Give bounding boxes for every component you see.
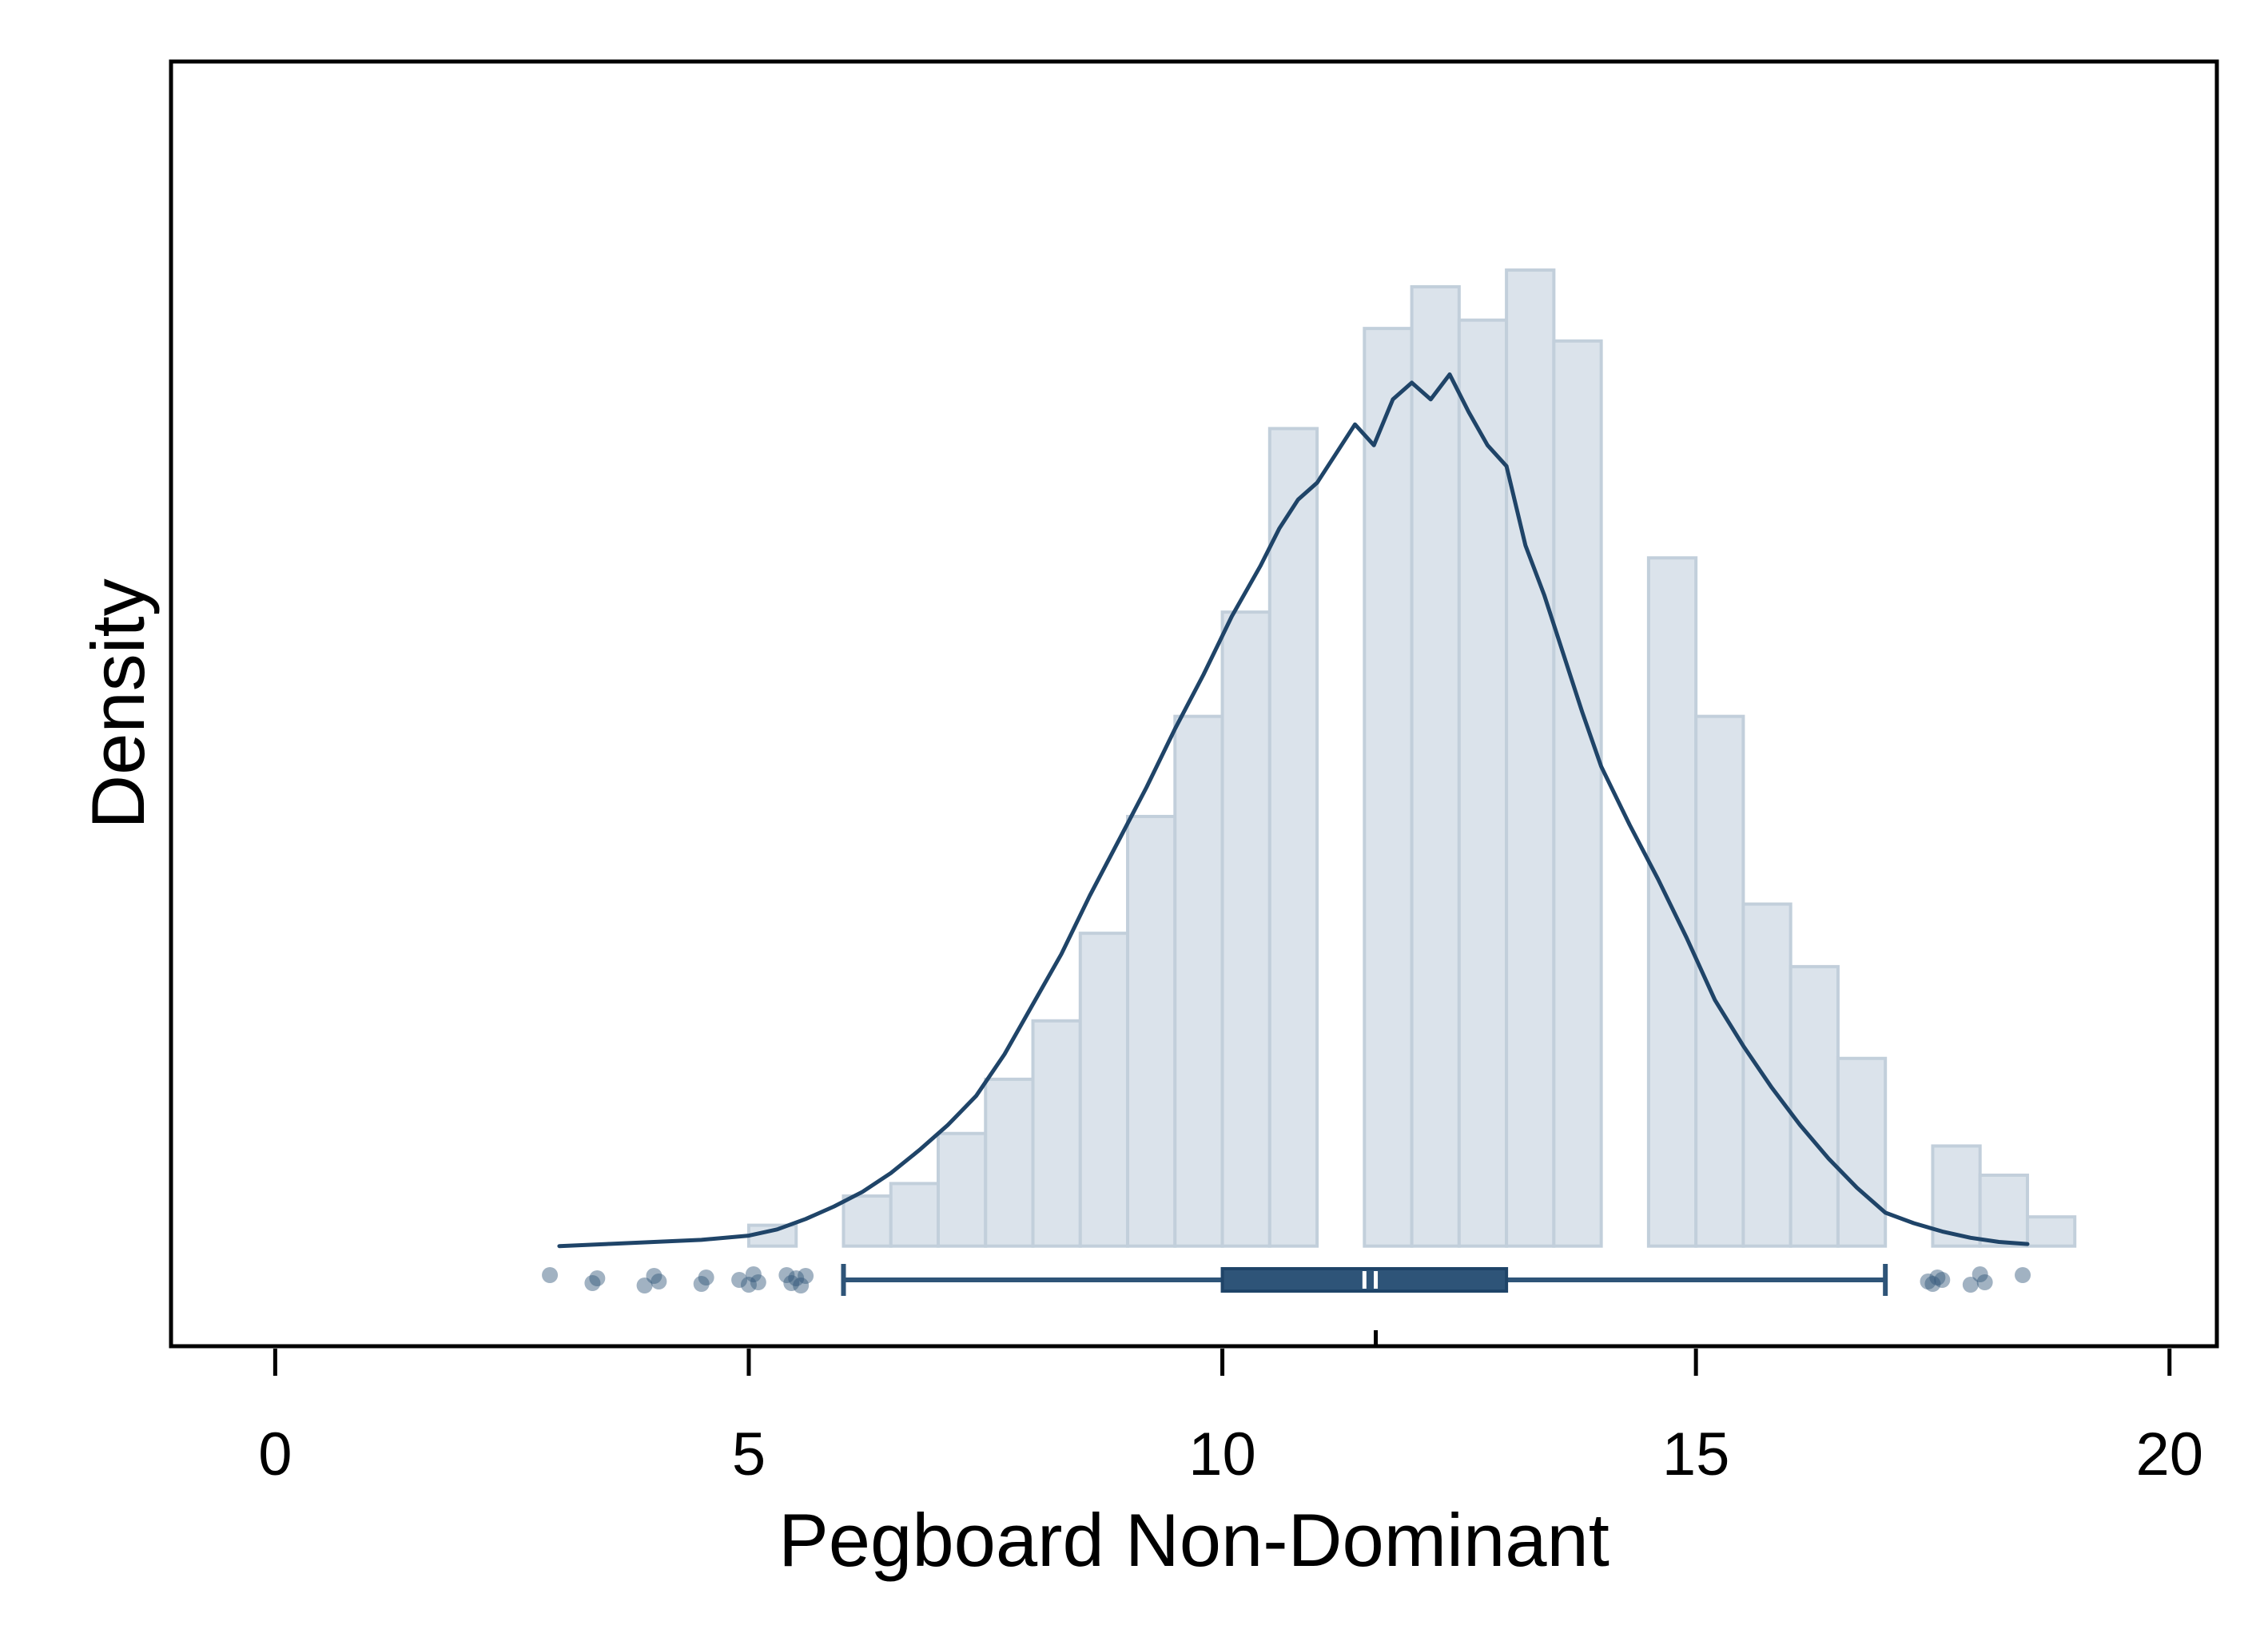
histogram-bar <box>2025 1215 2077 1248</box>
histogram-bar <box>1978 1173 2029 1248</box>
outlier-point <box>542 1267 559 1283</box>
outlier-point <box>693 1276 710 1292</box>
x-tick-label: 10 <box>1188 1421 1256 1488</box>
histogram-bar <box>1552 339 1603 1248</box>
outlier-point <box>793 1277 810 1293</box>
outlier-point <box>651 1274 667 1289</box>
histogram-bar <box>1741 902 1793 1248</box>
outlier-point <box>788 1270 805 1286</box>
x-axis: 0 5 10 15 20 <box>258 1330 2203 1488</box>
outlier-point <box>745 1266 762 1282</box>
y-axis-title: Density <box>76 578 160 828</box>
outlier-point <box>584 1275 601 1291</box>
histogram-bar <box>1031 1019 1082 1248</box>
outlier-point <box>1920 1274 1936 1289</box>
histogram-bar <box>889 1182 940 1248</box>
histogram-bar <box>1789 964 1840 1248</box>
histogram-bar <box>1836 1056 1888 1248</box>
outlier-point <box>2015 1267 2031 1283</box>
outlier-point <box>731 1272 748 1288</box>
outlier-point <box>698 1270 714 1285</box>
histogram-bar <box>1410 284 1461 1248</box>
outlier-point <box>798 1268 814 1284</box>
histogram-bars <box>746 268 2077 1248</box>
plot-frame <box>169 59 2219 1349</box>
histogram-bar <box>1363 327 1414 1248</box>
histogram-bar <box>1220 610 1271 1248</box>
histogram-bar <box>1078 932 1130 1248</box>
histogram-bar <box>1267 427 1319 1248</box>
histogram-bar <box>1126 814 1177 1248</box>
outlier-point <box>740 1277 757 1293</box>
histogram-bar <box>842 1194 893 1248</box>
outlier-point <box>636 1277 653 1293</box>
x-tick-label: 5 <box>732 1421 766 1488</box>
x-axis-title: Pegboard Non-Dominant <box>778 1498 1609 1582</box>
x-tick-label: 20 <box>2135 1421 2203 1488</box>
outlier-point <box>589 1270 606 1286</box>
boxplot-layer <box>542 1264 2031 1296</box>
histogram-bar <box>1694 714 1745 1248</box>
outlier-point <box>1934 1272 1951 1288</box>
histogram-bar <box>1173 714 1224 1248</box>
outlier-point <box>1929 1270 1946 1285</box>
histogram-bar <box>984 1077 1035 1248</box>
histogram-bar <box>1457 318 1509 1248</box>
histogram-bar <box>1646 556 1698 1248</box>
histogram-bar <box>1505 268 1556 1248</box>
outlier-point <box>1924 1276 1941 1292</box>
outlier-point <box>778 1267 795 1283</box>
outlier-point <box>1976 1274 1993 1290</box>
x-tick-label: 0 <box>258 1421 292 1488</box>
outlier-point <box>1962 1277 1979 1293</box>
density-curve <box>557 372 2030 1249</box>
outlier-point <box>750 1274 766 1290</box>
outlier-point <box>1972 1266 1988 1282</box>
outlier-point <box>646 1268 662 1284</box>
x-tick-label: 15 <box>1662 1421 1730 1488</box>
density-curve-layer <box>557 372 2030 1249</box>
histogram-bar <box>937 1131 988 1248</box>
outlier-point <box>783 1275 800 1291</box>
